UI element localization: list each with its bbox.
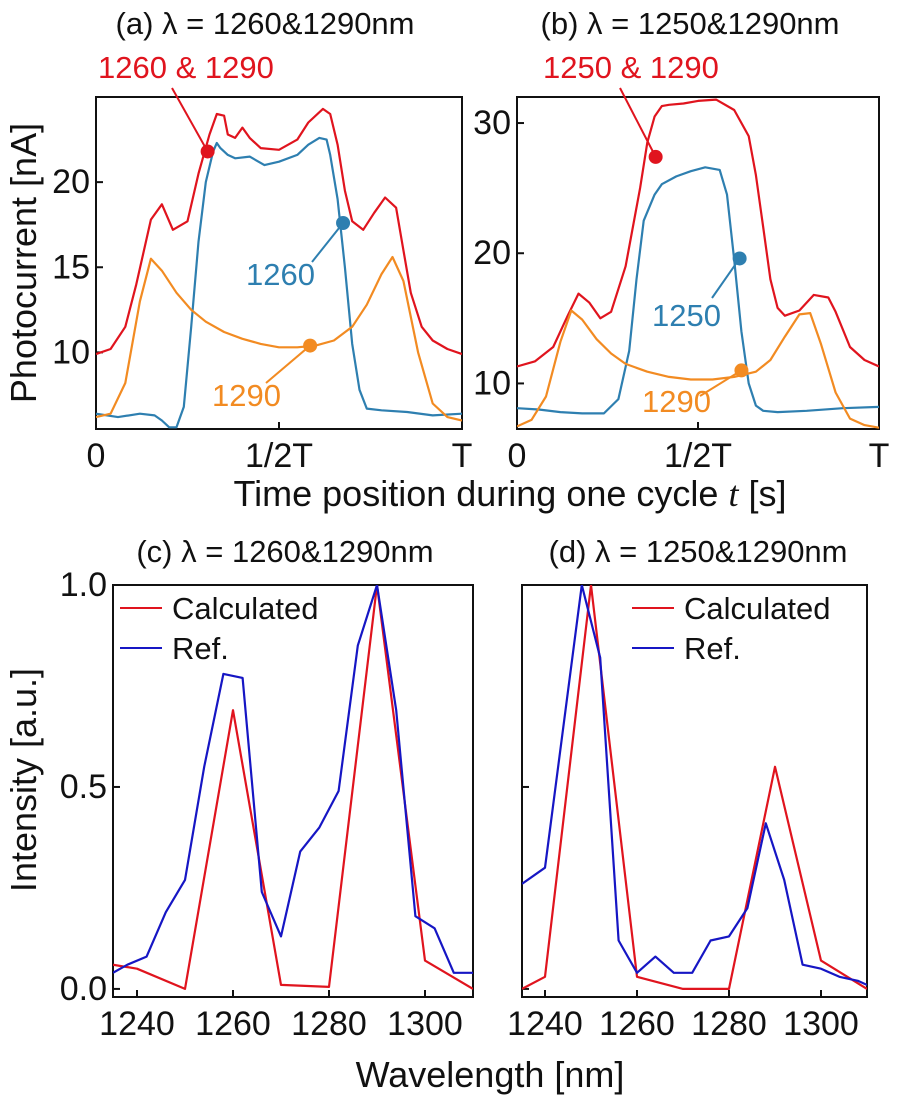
panel-a-series-long xyxy=(96,255,462,422)
panel-a-xtick-label: T xyxy=(452,437,473,475)
panel-a-ytick-label: 15 xyxy=(52,248,90,286)
panel-c-series-ref xyxy=(113,585,473,974)
panel-a-title: (a) λ = 1260&1290nm xyxy=(116,6,415,41)
panel-a-annotation-leader xyxy=(311,222,344,263)
panel-a-marks: 0 1/2T T 10 15 20 1260 & 1290 1260 1290 xyxy=(52,50,472,475)
panel-b-annotation-marker xyxy=(734,363,749,378)
panel-c-ytick-label: 0.5 xyxy=(60,768,107,806)
panel-d-legend-label: Ref. xyxy=(684,631,741,666)
panel-a-ytick-label: 20 xyxy=(52,163,90,201)
panel-b-series-combined xyxy=(517,98,879,368)
panel-b-annotation-label: 1250 xyxy=(652,298,721,333)
panel-a-series-combined xyxy=(96,107,462,356)
panel-c-ytick-label: 1.0 xyxy=(60,566,107,604)
panel-d-xtick-label: 1280 xyxy=(691,1005,767,1043)
panel-c-marks: 1240 1260 1280 1300 0.0 0.5 1.0 Calculated Ref. xyxy=(60,566,473,1043)
panel-d-series-calculated xyxy=(522,585,867,990)
panel-b-annotation-marker xyxy=(732,251,747,266)
panel-c-xtick-label: 1240 xyxy=(99,1005,175,1043)
panel-b-annotation-label: 1250 & 1290 xyxy=(543,50,719,85)
time-x-axis-label: Time position during one cycle t [s] xyxy=(234,473,787,514)
panel-b-series-short xyxy=(517,166,879,415)
panel-b-annotation-marker xyxy=(648,149,663,164)
panel-a-annotation-marker xyxy=(336,215,351,230)
panel-a-xtick-label: 1/2T xyxy=(245,437,313,475)
photocurrent-y-axis-label: Photocurrent [nA] xyxy=(3,123,44,403)
panel-c-xtick-label: 1300 xyxy=(387,1005,463,1043)
panel-c-ytick-label: 0.0 xyxy=(60,970,107,1008)
panel-b-xtick-label: 0 xyxy=(508,437,527,475)
panel-d-plot-area xyxy=(521,584,868,998)
panel-a-annotation-label: 1260 & 1290 xyxy=(98,50,274,85)
panel-b-ytick-label: 10 xyxy=(473,364,511,402)
panel-a-annotation-label: 1290 xyxy=(212,378,281,413)
panel-c-legend-label: Ref. xyxy=(172,631,229,666)
panel-b-ytick-label: 30 xyxy=(473,104,511,142)
panel-a-annotation-marker xyxy=(303,338,318,353)
panel-b-ytick-label: 20 xyxy=(473,234,511,272)
panel-a-annotation-leader xyxy=(265,344,311,384)
time-x-axis-label-unit: [s] xyxy=(748,473,786,514)
panel-d-xtick-label: 1260 xyxy=(599,1005,675,1043)
time-x-axis-label-var: t xyxy=(728,474,739,514)
panel-d-title: (d) λ = 1250&1290nm xyxy=(549,534,848,569)
wavelength-x-axis-label: Wavelength [nm] xyxy=(356,1054,625,1095)
panel-b-xtick-label: T xyxy=(869,437,890,475)
panel-a-series-short xyxy=(96,136,462,429)
panel-a-xtick-label: 0 xyxy=(87,437,106,475)
panel-c-series-calculated xyxy=(113,585,473,990)
panel-b-marks: 0 1/2T T 10 20 30 1250 & 1290 1250 1290 xyxy=(473,50,889,475)
panel-c-xtick-label: 1260 xyxy=(195,1005,271,1043)
time-x-axis-label-main: Time position during one cycle xyxy=(234,473,719,514)
intensity-y-axis-label: Intensity [a.u.] xyxy=(3,668,44,892)
panel-d-series-ref xyxy=(522,585,867,986)
panel-b-title: (b) λ = 1250&1290nm xyxy=(541,6,840,41)
panel-d-legend-label: Calculated xyxy=(684,591,830,626)
panel-d-xtick-label: 1240 xyxy=(507,1005,583,1043)
panel-d-marks: 1240 1260 1280 1300 Calculated Ref. xyxy=(507,584,867,1043)
panel-a-annotation-leader xyxy=(171,87,209,152)
panel-b-series-long xyxy=(517,309,879,429)
panel-b-annotation-label: 1290 xyxy=(642,384,711,419)
panel-d-xtick-label: 1300 xyxy=(783,1005,859,1043)
panel-a-annotation-marker xyxy=(200,144,215,159)
panel-c-title: (c) λ = 1260&1290nm xyxy=(136,534,433,569)
panel-b-annotation-leader xyxy=(711,257,741,299)
panel-b-annotation-leader xyxy=(699,369,742,397)
panel-c-plot-area xyxy=(112,584,474,998)
panel-c-legend-label: Calculated xyxy=(172,591,318,626)
panel-c-xtick-label: 1280 xyxy=(291,1005,367,1043)
panel-b-annotation-leader xyxy=(619,87,657,158)
panel-b-xtick-label: 1/2T xyxy=(664,437,732,475)
panel-a-annotation-label: 1260 xyxy=(246,257,315,292)
panel-a-ytick-label: 10 xyxy=(52,333,90,371)
